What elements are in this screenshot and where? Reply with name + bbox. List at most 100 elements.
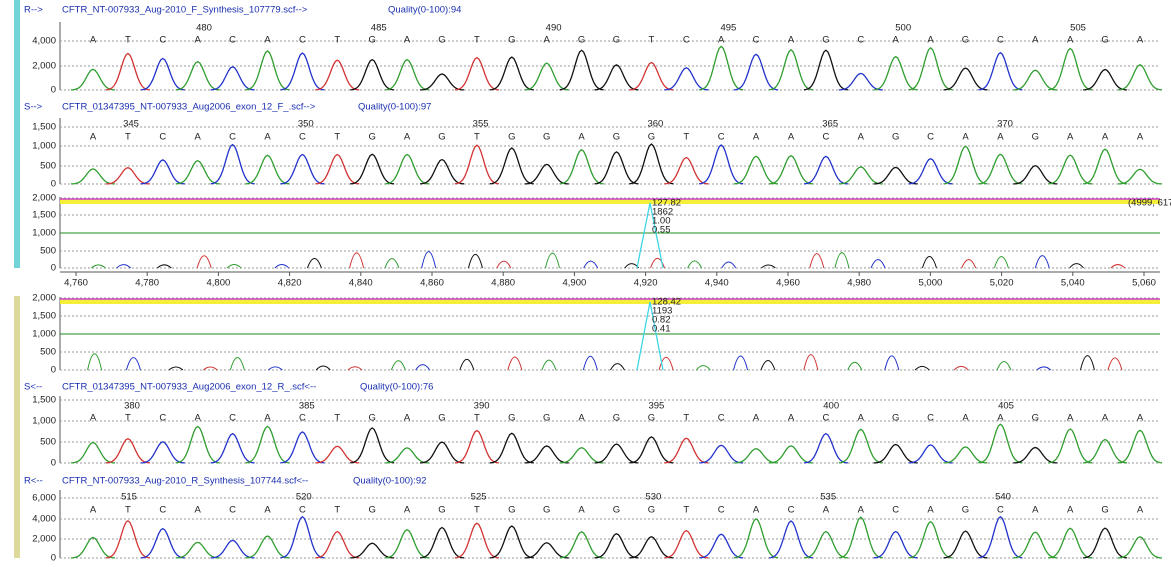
position: 355 (473, 119, 489, 130)
diff-peak (760, 360, 776, 371)
base-call: T (125, 35, 131, 46)
trace-peak (419, 441, 465, 464)
base-call: T (474, 505, 480, 516)
trace-peak (1013, 446, 1058, 464)
position: 365 (822, 119, 838, 130)
base-call: A (90, 35, 97, 46)
base-call: A (578, 132, 585, 143)
trace-peak (838, 516, 883, 559)
direction: S<-- (24, 382, 42, 393)
diff-peak (415, 364, 431, 371)
position: 520 (296, 492, 312, 503)
diff-peak (274, 264, 290, 269)
base-call: G (543, 505, 550, 516)
trace-peak (559, 49, 604, 91)
y-tick-label: 6,000 (32, 493, 56, 504)
trace-peak (943, 67, 988, 91)
trace-peak (350, 542, 395, 559)
trace-peak (280, 515, 325, 559)
position: 345 (123, 119, 139, 130)
trace-peak (315, 530, 360, 559)
position: 370 (997, 119, 1013, 130)
base-call: A (788, 35, 795, 46)
diff-peak (202, 366, 218, 371)
trace-peak (908, 47, 953, 91)
trace-peak (943, 145, 988, 185)
base-call: A (544, 35, 551, 46)
x-tick-label: 4,820 (278, 278, 302, 289)
trace-peak (664, 437, 709, 464)
base-call: A (404, 505, 411, 516)
trace-peak (105, 52, 150, 91)
base-call: C (683, 35, 690, 46)
quality: Quality(0-100):92 (353, 476, 426, 487)
base-call: G (508, 505, 515, 516)
trace-peak (210, 539, 255, 559)
trace-peak (70, 168, 116, 185)
x-tick-label: 4,840 (349, 278, 373, 289)
base-call: G (369, 505, 376, 516)
base-call: A (404, 413, 411, 424)
direction: R--> (24, 5, 43, 16)
base-call: G (369, 413, 376, 424)
trace-peak (943, 446, 988, 464)
diff-peak (496, 260, 512, 269)
base-call: C (159, 132, 166, 143)
base-call: T (125, 413, 131, 424)
forward-bar (14, 0, 20, 268)
base-call: A (997, 132, 1004, 143)
base-call: A (195, 505, 202, 516)
y-tick-label: 500 (40, 246, 56, 257)
diff-peak (1110, 264, 1126, 269)
trace-peak (70, 68, 116, 91)
y-tick-label: 1,500 (32, 311, 56, 322)
base-call: C (229, 35, 236, 46)
x-tick-label: 4,920 (634, 278, 658, 289)
x-tick-label: 4,760 (64, 278, 88, 289)
diff-peak (306, 258, 322, 269)
trace-peak (1083, 438, 1128, 464)
base-call: C (159, 413, 166, 424)
base-call: A (1032, 35, 1039, 46)
base-call: C (229, 505, 236, 516)
annotation: 0.55 (652, 225, 671, 236)
diff-peak (226, 263, 242, 269)
trace-peak (140, 159, 185, 185)
position: 360 (647, 119, 663, 130)
direction: S--> (24, 102, 43, 113)
base-call: G (438, 35, 445, 46)
trace-peak (350, 153, 395, 185)
base-call: G (962, 505, 969, 516)
trace-peak (1117, 168, 1163, 185)
base-call: G (508, 132, 515, 143)
trace-peak (524, 445, 569, 464)
base-call: T (334, 35, 340, 46)
quality: Quality(0-100):76 (360, 382, 433, 393)
trace-peak (105, 167, 150, 185)
base-call: T (683, 132, 689, 143)
diff-peak (459, 358, 475, 371)
base-call: T (125, 505, 131, 516)
base-call: A (264, 505, 271, 516)
base-call: G (438, 413, 445, 424)
coordinate: (4999, 617) (1128, 198, 1171, 209)
position: 530 (645, 492, 661, 503)
base-call: A (927, 35, 934, 46)
position: 540 (995, 492, 1011, 503)
base-call: C (997, 505, 1004, 516)
trace-peak (629, 436, 674, 464)
base-call: A (753, 505, 760, 516)
base-call: T (334, 132, 340, 143)
annotation: 1193 (652, 306, 672, 317)
trace-peak (699, 533, 744, 559)
trace-peak (175, 425, 220, 464)
trace-peak (1048, 527, 1093, 559)
base-call: A (578, 413, 585, 424)
trace-peak (175, 60, 220, 91)
diff-peak (610, 363, 625, 371)
diff-peak (761, 264, 776, 269)
position: 480 (196, 23, 212, 34)
base-call: A (1137, 505, 1144, 516)
diff-peak (870, 259, 886, 269)
